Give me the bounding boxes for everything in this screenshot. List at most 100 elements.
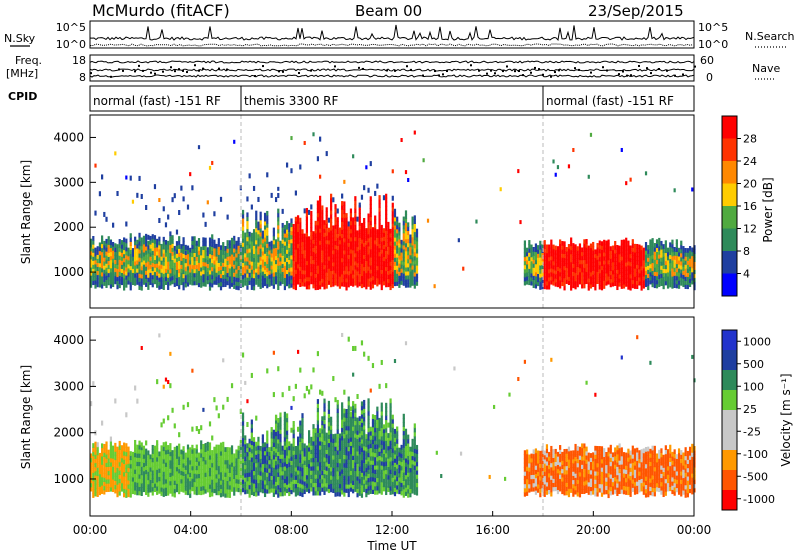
echo-cell: [556, 262, 560, 267]
echo-cell: [563, 285, 566, 291]
echo-cell: [200, 266, 203, 272]
echo-cell: [149, 475, 152, 481]
echo-cell: [396, 220, 399, 226]
echo-cell: [145, 241, 148, 247]
echo-cell: [393, 245, 397, 250]
echo-cell: [184, 469, 187, 475]
echo-cell: [686, 276, 689, 282]
echo-cell: [272, 450, 275, 456]
echo-cell: [145, 486, 148, 491]
echo-cell: [625, 257, 628, 263]
echo-cell: [391, 206, 394, 212]
echo-cell: [290, 230, 293, 236]
echo-cell: [638, 264, 641, 270]
echo-cell: [272, 276, 275, 281]
echo-cell: [250, 490, 253, 496]
echo-cell: [354, 412, 357, 417]
echo-cell: [349, 277, 353, 282]
echo-cell: [296, 279, 300, 285]
echo-cell: [116, 488, 119, 494]
echo-cell: [182, 446, 185, 451]
echo-cell: [193, 244, 196, 249]
echo-cell: [534, 279, 538, 285]
echo-cell: [248, 472, 251, 477]
echo-cell: [285, 463, 289, 469]
echo-cell: [677, 259, 681, 265]
echo-cell: [96, 471, 99, 477]
echo-cell: [233, 264, 236, 269]
echo-cell: [378, 223, 381, 229]
echo-cell: [299, 428, 302, 434]
echo-cell: [129, 467, 132, 473]
echo-cell: [224, 258, 227, 263]
echo-cell: [127, 454, 130, 460]
echo-cell: [660, 249, 663, 254]
echo-cell: [305, 268, 309, 274]
echo-cell: [140, 193, 143, 199]
echo-cell: [241, 209, 245, 215]
freq-dot: [118, 68, 120, 71]
echo-cell: [191, 473, 194, 479]
echo-cell: [301, 245, 304, 251]
echo-cell: [208, 249, 212, 255]
echo-cell: [642, 271, 645, 277]
echo-cell: [325, 243, 328, 249]
echo-cell: [341, 193, 344, 199]
echo-cell: [600, 277, 604, 283]
echo-cell: [688, 282, 692, 287]
echo-cell: [200, 457, 203, 462]
echo-cell: [688, 270, 692, 275]
echo-cell: [252, 449, 256, 455]
echo-cell: [334, 220, 337, 225]
echo-cell: [292, 223, 295, 229]
echo-cell: [182, 475, 185, 481]
echo-cell: [230, 445, 234, 451]
echo-cell: [299, 262, 302, 267]
echo-cell: [250, 432, 253, 437]
echo-cell: [332, 261, 335, 267]
echo-cell: [127, 247, 130, 253]
echo-cell: [96, 246, 99, 251]
echo-cell: [246, 260, 249, 266]
echo-cell: [96, 442, 99, 448]
echo-cell: [171, 251, 174, 256]
echo-cell: [308, 256, 311, 262]
echo-cell: [162, 261, 165, 266]
echo-cell: [664, 240, 667, 245]
echo-cell: [230, 282, 234, 287]
echo-cell: [138, 240, 141, 246]
echo-cell: [140, 285, 143, 291]
echo-cell: [327, 217, 331, 223]
echo-cell: [321, 266, 324, 271]
echo-cell: [585, 275, 588, 281]
echo-cell: [138, 277, 141, 282]
echo-cell: [158, 260, 161, 266]
echo-cell: [114, 488, 117, 494]
echo-cell: [129, 480, 132, 486]
echo-cell: [191, 268, 194, 274]
echo-cell: [530, 244, 533, 250]
echo-cell: [266, 172, 269, 178]
echo-cell: [90, 474, 93, 480]
echo-cell: [363, 230, 366, 235]
echo-cell: [274, 477, 278, 482]
echo-cell: [358, 208, 361, 214]
echo-cell: [374, 243, 377, 249]
echo-cell: [246, 421, 249, 427]
echo-cell: [647, 245, 650, 250]
echo-cell: [321, 225, 324, 231]
echo-cell: [396, 277, 399, 282]
echo-cell: [246, 476, 249, 482]
echo-cell: [255, 272, 258, 277]
echo-cell: [402, 224, 405, 230]
echo-cell: [182, 404, 185, 410]
echo-cell: [565, 251, 568, 256]
echo-cell: [316, 490, 320, 496]
echo-cell: [369, 196, 372, 201]
echo-cell: [673, 283, 676, 288]
echo-cell: [589, 275, 593, 281]
echo-cell: [255, 462, 258, 468]
echo-cell: [633, 243, 637, 249]
echo-cell: [316, 419, 320, 425]
echo-cell: [222, 446, 225, 451]
